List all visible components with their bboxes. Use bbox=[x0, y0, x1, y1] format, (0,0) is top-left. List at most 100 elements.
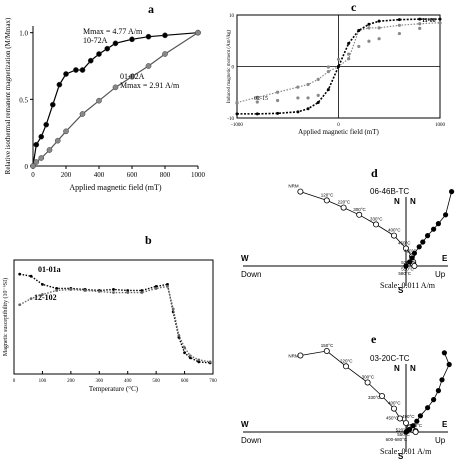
data-point bbox=[83, 289, 87, 292]
x-tick-label: 0 bbox=[31, 171, 35, 179]
x-axis-label: Applied magnetic field (mT) bbox=[298, 128, 379, 136]
data-point bbox=[306, 96, 310, 100]
plot-frame bbox=[13, 259, 214, 375]
step-label: 400°C bbox=[388, 401, 401, 406]
series-note: Mmax = 4.77 A/m bbox=[83, 27, 143, 36]
data-point bbox=[377, 37, 381, 41]
data-point bbox=[87, 57, 94, 64]
data-point bbox=[41, 282, 44, 286]
horizontal-point bbox=[297, 352, 304, 359]
up-label: Up bbox=[435, 436, 446, 445]
step-label: NRM bbox=[288, 354, 298, 359]
vertical-point bbox=[407, 259, 413, 265]
data-point bbox=[276, 111, 280, 115]
data-point bbox=[112, 84, 119, 91]
data-point bbox=[140, 289, 144, 292]
data-point bbox=[357, 28, 361, 32]
vertical-point bbox=[449, 189, 455, 195]
data-point bbox=[276, 98, 280, 103]
vertical-point bbox=[425, 233, 431, 239]
vertical-point bbox=[411, 250, 417, 256]
data-point bbox=[112, 288, 115, 291]
data-point bbox=[377, 19, 381, 23]
specimen-title: 03-20C-TC bbox=[370, 354, 410, 363]
horizontal-point bbox=[378, 392, 385, 399]
data-point bbox=[41, 293, 44, 296]
data-point bbox=[154, 285, 158, 288]
series-line bbox=[19, 285, 211, 363]
down-label: Down bbox=[241, 436, 261, 445]
panel-label-a: a bbox=[148, 2, 154, 16]
horizontal-point bbox=[396, 415, 403, 422]
step-label: 520°C bbox=[401, 260, 414, 265]
step-label: 150°C bbox=[321, 343, 334, 348]
data-point bbox=[96, 51, 102, 57]
step-label: 520°C bbox=[396, 428, 409, 433]
y-axis-label: Magnetic susceptibility (10⁻⁶SI) bbox=[2, 278, 9, 356]
data-point bbox=[104, 45, 111, 52]
horizontal-point bbox=[340, 204, 347, 211]
data-point bbox=[188, 356, 192, 360]
data-point bbox=[126, 291, 130, 294]
x-tick-label: 1000 bbox=[191, 171, 206, 179]
horizontal-point bbox=[402, 419, 409, 426]
data-point bbox=[418, 17, 422, 21]
west-label: W bbox=[241, 420, 249, 429]
data-point bbox=[79, 111, 86, 117]
vertical-point bbox=[416, 244, 422, 250]
data-point bbox=[33, 159, 40, 165]
series-line bbox=[237, 18, 440, 115]
data-point bbox=[145, 63, 152, 69]
x-tick-label: 600 bbox=[181, 379, 189, 384]
vertical-point bbox=[435, 388, 441, 394]
data-point bbox=[367, 22, 371, 26]
data-point bbox=[235, 112, 239, 116]
series-line bbox=[32, 32, 199, 167]
series-label: 02-15 bbox=[254, 96, 268, 102]
vertical-point bbox=[441, 350, 447, 356]
step-label: 550°C bbox=[397, 432, 410, 437]
horizontal-point bbox=[402, 245, 409, 252]
step-label: 300°C bbox=[362, 375, 375, 380]
up-label: Up bbox=[435, 270, 446, 279]
data-point bbox=[296, 110, 300, 114]
horizontal-point bbox=[342, 363, 349, 370]
data-point bbox=[255, 112, 259, 116]
x-axis-label: Temperature (°C) bbox=[89, 385, 139, 393]
vertical-point bbox=[431, 397, 437, 403]
data-point bbox=[418, 26, 422, 30]
horizontal-point bbox=[356, 211, 363, 218]
data-point bbox=[177, 333, 181, 337]
x-tick-label: 500 bbox=[152, 379, 160, 384]
series-label: 01-01a bbox=[38, 265, 61, 274]
vertical-point bbox=[425, 405, 431, 411]
chart-c: -1000 0 1000 -10 0 10 Applied magnetic field (… bbox=[226, 14, 446, 136]
step-label: 450°C bbox=[386, 416, 399, 421]
data-point bbox=[79, 67, 86, 73]
data-point bbox=[54, 137, 61, 144]
panel-label-b: b bbox=[145, 233, 152, 247]
y-axis-label: Induced magnetic moment (Am²/kg) bbox=[226, 30, 232, 104]
chart-a: 0 200 400 600 800 1000 0 0.5 1.0 Applied magnetic… bbox=[4, 17, 206, 192]
y-tick-label: -10 bbox=[227, 117, 234, 122]
x-tick-label: 200 bbox=[61, 171, 72, 179]
y-tick-label: 0 bbox=[25, 163, 29, 171]
horizontal-point bbox=[297, 188, 304, 195]
step-label: 330°C bbox=[370, 216, 383, 221]
vertical-point bbox=[420, 239, 426, 245]
x-axis-label: Applied magnetic field (mT) bbox=[69, 183, 162, 192]
data-point bbox=[306, 107, 310, 111]
y-tick-label: 10 bbox=[229, 14, 235, 19]
data-point bbox=[183, 346, 186, 349]
y-tick-label: 1.0 bbox=[19, 30, 28, 38]
vertical-point bbox=[410, 423, 416, 429]
x-tick-label: -1000 bbox=[231, 123, 243, 128]
data-point bbox=[166, 282, 169, 286]
data-point bbox=[397, 31, 401, 36]
step-label: NRM bbox=[288, 184, 298, 189]
x-tick-label: 1000 bbox=[435, 123, 446, 128]
chart-d: N N S W E Down Up Scale: 0.011 A/m 06-46B-TC NRM 1… bbox=[241, 184, 455, 295]
data-point bbox=[73, 67, 79, 73]
vertical-point bbox=[417, 413, 423, 419]
